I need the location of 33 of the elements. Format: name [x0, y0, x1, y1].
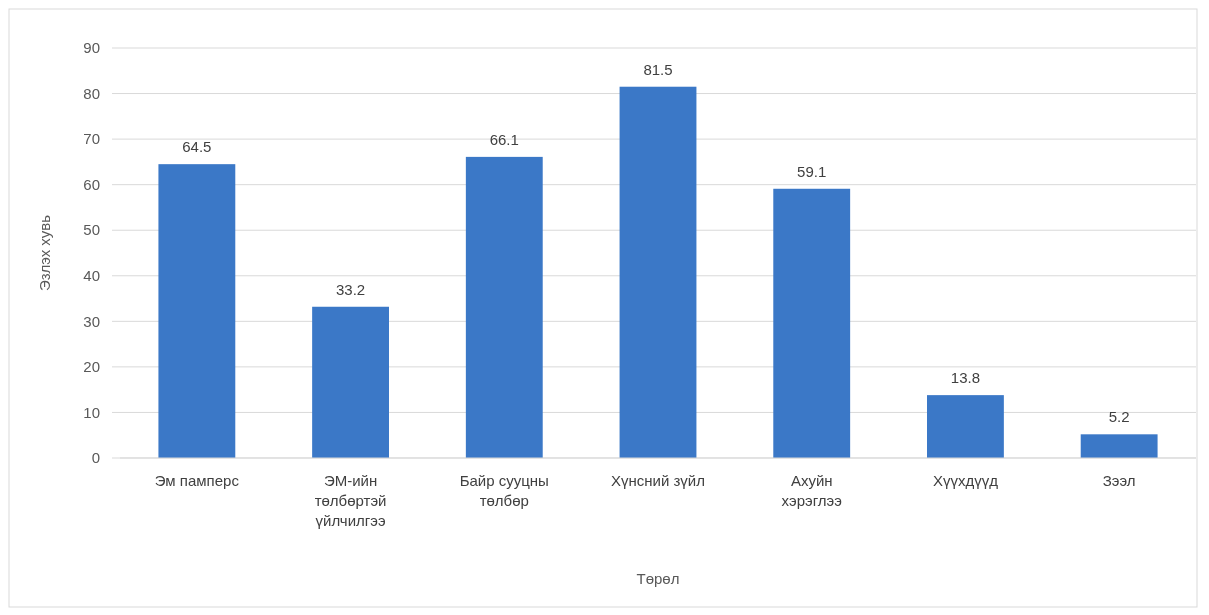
- data-label: 13.8: [950, 369, 981, 387]
- y-tick-label: 70: [83, 130, 100, 148]
- x-tick-label: Байр сууцны төлбөр: [459, 472, 549, 509]
- x-tick-label: Ахуйн хэрэглээ: [781, 472, 843, 509]
- bar: [158, 164, 236, 458]
- x-tick-label: Зээл: [1102, 472, 1136, 489]
- data-label: 81.5: [643, 60, 673, 78]
- data-label: 66.1: [489, 130, 519, 148]
- y-tick-label: 60: [83, 175, 100, 193]
- y-tick-label: 50: [83, 221, 100, 239]
- y-tick-label: 80: [83, 84, 100, 102]
- y-tick-label: 40: [83, 267, 100, 285]
- y-tick-label: 30: [83, 312, 100, 330]
- y-tick-label: 90: [83, 39, 100, 57]
- x-tick-label: Эм памперс: [154, 472, 240, 489]
- y-tick-label: 0: [91, 449, 100, 467]
- data-label: 64.5: [182, 138, 212, 156]
- data-label: 5.2: [1108, 408, 1130, 426]
- bar: [1080, 434, 1158, 458]
- bar: [773, 188, 851, 458]
- bar: [927, 395, 1004, 458]
- y-tick-label: 20: [83, 358, 100, 376]
- data-label: 33.2: [335, 280, 366, 298]
- y-axis-title: Эзлэх хувь: [36, 214, 53, 292]
- bar: [312, 306, 389, 458]
- bar: [619, 86, 697, 458]
- y-tick-label: 10: [83, 403, 100, 421]
- x-tick-label: ЭМ-ийн төлбөртэй үйлчилгээ: [314, 472, 387, 529]
- x-tick-label: Хүүхдүүд: [932, 472, 999, 489]
- x-axis-title: Төрөл: [636, 570, 680, 587]
- data-label: 59.1: [797, 162, 827, 180]
- x-tick-label: Хүнсний зүйл: [610, 472, 706, 489]
- bar: [465, 156, 543, 458]
